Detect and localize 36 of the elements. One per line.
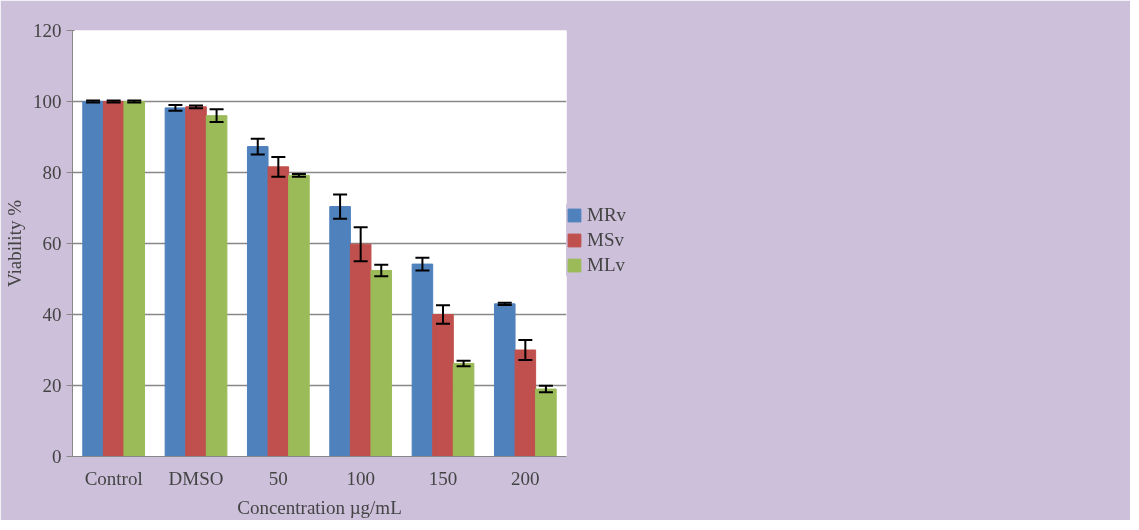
bar (349, 243, 372, 457)
bar (514, 349, 537, 457)
bar (535, 388, 557, 457)
x-tick-label: 200 (511, 467, 540, 489)
bar (82, 101, 104, 457)
y-tick-label: 40 (42, 304, 62, 325)
bar (411, 263, 434, 457)
x-tick-label: Control (84, 467, 143, 489)
bar (370, 269, 393, 457)
legend-label: MRv (587, 204, 627, 226)
bar (185, 106, 207, 457)
y-tick-label: 20 (42, 375, 62, 396)
bar (329, 206, 351, 457)
bar (164, 107, 187, 457)
bar (246, 146, 269, 457)
bar (267, 166, 290, 457)
y-tick-label: 100 (33, 91, 62, 112)
x-axis-title: Concentration µg/mL (237, 496, 402, 518)
bar (288, 174, 310, 457)
y-tick-label: 60 (42, 233, 62, 254)
bar (452, 362, 475, 457)
x-tick-label: 150 (428, 467, 458, 489)
x-tick-label: DMSO (168, 467, 224, 489)
x-tick-label: 50 (268, 467, 288, 489)
legend-label: MLv (587, 254, 625, 276)
legend-label: MSv (587, 229, 624, 251)
bar (205, 115, 228, 457)
y-tick-label: 120 (33, 20, 62, 41)
bar (493, 303, 516, 457)
bar (123, 101, 146, 457)
x-tick-label: 100 (346, 467, 375, 489)
bar (102, 101, 125, 457)
bar (432, 314, 454, 457)
y-tick-label: 80 (42, 162, 62, 183)
y-tick-label: 0 (52, 446, 62, 467)
y-axis-title: Viability % (4, 199, 25, 287)
